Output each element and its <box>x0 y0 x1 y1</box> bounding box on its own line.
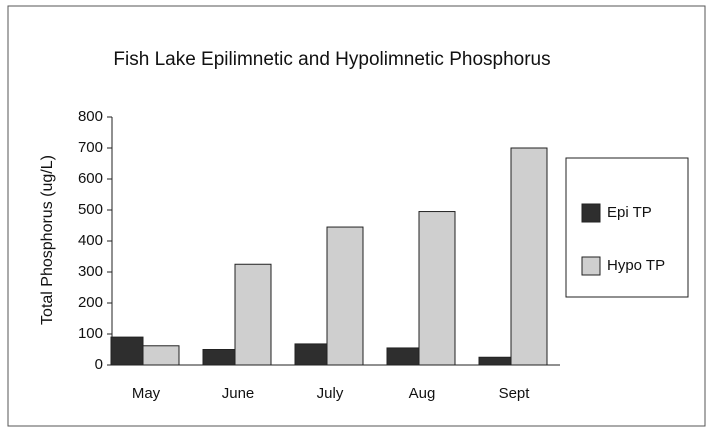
y-tick-label: 400 <box>78 232 103 249</box>
legend-box <box>565 157 689 298</box>
legend-swatch <box>581 203 601 223</box>
x-tick-label: June <box>222 385 255 402</box>
chart-title: Fish Lake Epilimnetic and Hypolimnetic P… <box>113 49 550 70</box>
y-tick-label: 600 <box>78 170 103 187</box>
bar <box>326 226 364 366</box>
y-tick-label: 200 <box>78 294 103 311</box>
y-axis-label: Total Phosphorus (ug/L) <box>39 155 56 325</box>
legend-label: Epi TP <box>607 204 652 221</box>
bar <box>418 211 456 366</box>
legend-label: Hypo TP <box>607 257 665 274</box>
y-tick-label: 800 <box>78 108 103 125</box>
x-tick-label: Aug <box>409 385 436 402</box>
y-tick-label: 100 <box>78 325 103 342</box>
bar <box>478 356 512 366</box>
bar <box>142 345 180 366</box>
bar <box>386 347 420 366</box>
x-tick-label: May <box>132 385 161 402</box>
y-tick-label: 0 <box>95 356 103 373</box>
frame <box>7 5 706 427</box>
x-tick-label: Sept <box>499 385 531 402</box>
bar <box>110 336 144 366</box>
y-tick-label: 500 <box>78 201 103 218</box>
legend-swatch <box>581 256 601 276</box>
y-tick-label: 300 <box>78 263 103 280</box>
bar <box>510 147 548 366</box>
bar <box>202 349 236 366</box>
x-tick-label: July <box>317 385 344 402</box>
bar <box>294 343 328 366</box>
y-tick-label: 700 <box>78 139 103 156</box>
bar <box>234 263 272 366</box>
